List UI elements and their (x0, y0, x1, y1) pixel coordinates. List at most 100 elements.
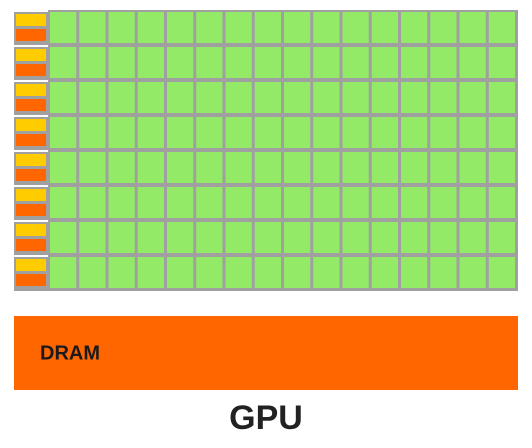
alu-core (196, 12, 223, 43)
cache-unit (16, 274, 46, 286)
alu-core (371, 152, 398, 183)
alu-core (459, 187, 486, 218)
alu-core (371, 257, 398, 288)
alu-core (488, 222, 515, 253)
alu-core (225, 222, 252, 253)
alu-core (313, 12, 340, 43)
alu-core (313, 47, 340, 78)
alu-core (79, 47, 106, 78)
alu-core (137, 187, 164, 218)
alu-core (196, 152, 223, 183)
alu-core (459, 47, 486, 78)
alu-core (225, 152, 252, 183)
alu-core (401, 12, 428, 43)
alu-core (284, 257, 311, 288)
alu-core (342, 82, 369, 113)
alu-core (196, 222, 223, 253)
alu-core (313, 117, 340, 148)
diagram-caption: GPU (229, 399, 303, 437)
alu-core (137, 117, 164, 148)
alu-core (50, 47, 77, 78)
alu-core (284, 187, 311, 218)
alu-core (196, 187, 223, 218)
alu-core (108, 152, 135, 183)
alu-core (459, 117, 486, 148)
control-unit (16, 14, 46, 26)
core-grid (14, 10, 518, 291)
row-separator (14, 115, 48, 117)
alu-core (225, 187, 252, 218)
alu-core (284, 82, 311, 113)
alu-core (167, 152, 194, 183)
alu-core (108, 187, 135, 218)
cache-unit (16, 239, 46, 251)
control-unit (16, 259, 46, 271)
alu-core (50, 152, 77, 183)
cache-unit (16, 169, 46, 181)
row-separator (14, 185, 48, 187)
alu-core (313, 152, 340, 183)
alu-core (430, 12, 457, 43)
alu-core (225, 117, 252, 148)
alu-core (108, 12, 135, 43)
alu-core (488, 47, 515, 78)
alu-core (137, 12, 164, 43)
alu-core (401, 257, 428, 288)
alu-core (342, 222, 369, 253)
alu-core (401, 187, 428, 218)
alu-core (108, 47, 135, 78)
alu-core (137, 47, 164, 78)
alu-core (459, 12, 486, 43)
alu-core (167, 257, 194, 288)
alu-core (50, 222, 77, 253)
control-unit (16, 154, 46, 166)
alu-core (430, 82, 457, 113)
alu-core (167, 47, 194, 78)
alu-core (401, 82, 428, 113)
alu-core (284, 152, 311, 183)
alu-core (401, 152, 428, 183)
alu-core (371, 82, 398, 113)
alu-core (254, 222, 281, 253)
alu-core (371, 117, 398, 148)
alu-core (488, 257, 515, 288)
alu-core (167, 82, 194, 113)
cache-unit (16, 134, 46, 146)
alu-core (79, 152, 106, 183)
alu-core (488, 187, 515, 218)
alu-core (225, 257, 252, 288)
control-unit (16, 119, 46, 131)
alu-core (196, 47, 223, 78)
row-separator (14, 10, 48, 12)
alu-core (50, 82, 77, 113)
alu-core (196, 257, 223, 288)
alu-core (342, 117, 369, 148)
alu-core (137, 222, 164, 253)
alu-core (225, 47, 252, 78)
alu-core (488, 12, 515, 43)
cache-unit (16, 99, 46, 111)
alu-core (254, 12, 281, 43)
alu-core (108, 82, 135, 113)
alu-core (284, 12, 311, 43)
alu-core (313, 82, 340, 113)
alu-core (371, 47, 398, 78)
control-unit (16, 224, 46, 236)
alu-core (342, 12, 369, 43)
alu-core (401, 222, 428, 253)
row-separator (14, 150, 48, 152)
alu-core (459, 152, 486, 183)
alu-core (50, 12, 77, 43)
alu-core (371, 187, 398, 218)
alu-core (167, 117, 194, 148)
control-unit (16, 49, 46, 61)
alu-core (167, 222, 194, 253)
alu-core (284, 222, 311, 253)
alu-core (79, 257, 106, 288)
alu-core (342, 187, 369, 218)
control-unit (16, 189, 46, 201)
dram-block (14, 316, 518, 390)
alu-core (342, 152, 369, 183)
alu-core (459, 82, 486, 113)
alu-core (401, 47, 428, 78)
